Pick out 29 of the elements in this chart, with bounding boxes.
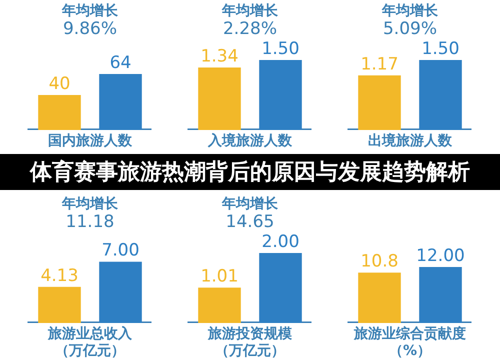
data-label: 1.17 — [360, 54, 398, 74]
data-label: 10.8 — [360, 251, 398, 272]
text: 2.28% — [222, 19, 277, 40]
data-label: 64 — [110, 53, 132, 74]
text: 年均增长 — [222, 194, 278, 213]
text: 年均增长 — [62, 194, 118, 213]
x-axis-title: 旅游业总收入（万亿元） — [48, 326, 132, 360]
x-axis-title: 出境旅游人数 — [368, 133, 452, 150]
text: 年均增长 — [382, 2, 438, 20]
data-label: 1.50 — [262, 39, 300, 60]
text: 9.86% — [62, 19, 117, 40]
text: 5.09% — [382, 19, 437, 40]
text: 年均增长 — [62, 2, 118, 20]
text: 年均增长 — [222, 2, 278, 20]
data-label: 1.34 — [200, 46, 238, 67]
text: 14.65 — [226, 212, 274, 232]
data-label: 4.13 — [40, 266, 78, 286]
data-label: 1.01 — [200, 266, 238, 286]
x-axis-title: 国内旅游人数 — [48, 133, 132, 150]
x-axis-title: 旅游业综合贡献度（%） — [354, 326, 466, 360]
data-label: 40 — [48, 74, 70, 94]
data-label: 7.00 — [102, 240, 140, 260]
data-label: 1.50 — [422, 39, 460, 60]
data-label: 12.00 — [416, 246, 465, 266]
text: 体育赛事旅游热潮背后的原因与发展趋势解析 — [30, 158, 470, 188]
data-label: 2.00 — [262, 232, 300, 252]
x-axis-title: 入境旅游人数 — [208, 133, 292, 150]
x-axis-title: 旅游投资规模（万亿元） — [208, 326, 292, 360]
text: 11.18 — [66, 212, 114, 232]
